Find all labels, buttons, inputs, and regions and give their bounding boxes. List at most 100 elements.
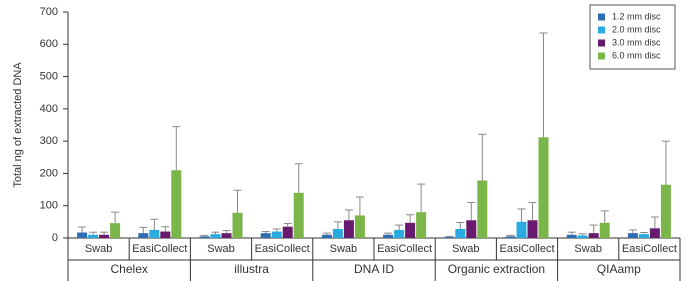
error-bar [172,126,181,171]
y-tick-label: 700 [40,6,58,18]
error-bar [417,183,426,213]
bar [638,234,649,238]
bar [88,234,99,238]
error-bar [506,234,515,237]
y-tick-label: 400 [40,103,58,115]
y-tick-label: 0 [52,232,58,244]
x-tick-label: Swab [85,243,113,255]
y-tick-label: 300 [40,135,58,147]
error-bar [333,221,342,229]
error-bar [567,231,576,235]
bar [394,229,405,238]
bar [455,228,466,238]
error-bar [322,232,331,235]
group-label: illustra [234,262,269,276]
error-bar [283,222,292,227]
bar [110,223,121,238]
y-tick-label: 500 [40,70,58,82]
bar [599,222,610,238]
error-bar [100,231,109,235]
error-bar [395,224,404,230]
error-bar [517,208,526,222]
bar [199,236,210,238]
bar [577,235,588,238]
bar [383,234,394,238]
legend-label: 3.0 mm disc [612,37,661,47]
error-bar [222,230,231,234]
x-tick-label: Swab [452,243,480,255]
error-bar [639,232,648,235]
x-tick-label: EasiCollect [622,243,677,255]
error-bar [89,231,98,235]
error-bar [272,228,281,232]
y-tick-label: 200 [40,167,58,179]
bar [505,236,516,238]
error-bar [78,226,87,233]
bar [321,234,332,238]
bar [293,192,304,238]
bar [649,228,660,238]
bar [232,212,243,238]
legend-swatch [598,26,605,34]
bar [149,229,160,238]
bar [466,220,477,238]
legend-label: 6.0 mm disc [612,50,661,60]
legend-label: 1.2 mm disc [612,11,661,21]
bar [160,231,171,238]
error-bar [456,222,465,229]
bar [416,212,427,238]
x-tick-label: EasiCollect [132,243,187,255]
x-tick-label: EasiCollect [255,243,310,255]
error-bar [150,218,159,230]
error-bar [261,231,270,234]
group-label: DNA ID [354,262,394,276]
x-tick-label: EasiCollect [377,243,432,255]
bar [171,170,182,238]
bar [444,237,455,238]
error-bar [355,196,364,216]
error-bar [467,201,476,221]
error-bar [528,201,537,221]
y-tick-label: 600 [40,38,58,50]
error-bar [384,232,393,235]
bar [138,233,149,238]
bar [343,220,354,238]
bar [354,215,365,238]
legend-swatch [598,13,605,21]
error-bar [478,133,487,181]
error-bar [661,140,670,185]
error-bar [294,163,303,193]
error-bar [161,226,170,232]
bar [260,233,271,238]
x-tick-label: Swab [574,243,602,255]
x-tick-label: EasiCollect [499,243,554,255]
group-label: QIAamp [597,262,641,276]
error-bar [211,231,220,235]
error-bar [233,189,242,213]
legend-swatch [598,39,605,47]
error-bar [406,214,415,223]
y-axis-label: Total ng of extracted DNA [12,62,24,188]
error-bar [539,32,548,138]
group-label: Organic extraction [448,262,545,276]
error-bar [628,229,637,234]
bar [566,234,577,238]
bar [332,228,343,238]
bar [477,180,488,238]
error-bar [650,216,659,229]
error-bar [600,210,609,223]
y-tick-label: 100 [40,200,58,212]
bar [271,231,282,238]
bar [516,221,527,238]
legend-swatch [598,52,605,60]
bar [538,137,549,238]
legend-label: 2.0 mm disc [612,24,661,34]
error-bar [200,234,209,237]
error-bar [139,226,148,234]
bar [99,234,110,238]
bar [210,234,221,238]
error-bar [578,233,587,236]
error-bar [111,211,120,224]
group-label: Chelex [111,262,148,276]
